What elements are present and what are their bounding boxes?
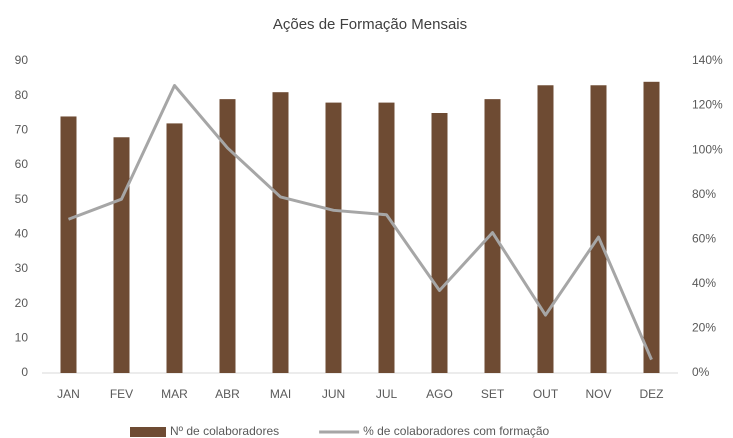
bar [431,113,448,373]
y-tick-label: 50 [15,192,29,206]
x-tick-label: ABR [215,387,240,401]
chart-title: Ações de Formação Mensais [273,16,467,33]
y2-tick-label: 100% [692,142,723,156]
y-tick-label: 80 [15,88,29,102]
bar [590,85,607,374]
x-tick-label: AGO [426,387,453,401]
bar [325,102,342,373]
y2-tick-label: 140% [692,53,723,67]
x-tick-label: OUT [533,387,559,401]
x-tick-label: MAI [270,387,291,401]
bar [166,123,183,374]
x-tick-label: JUN [322,387,345,401]
bar [60,116,77,373]
x-tick-label: MAR [161,387,188,401]
x-tick-label: DEZ [640,387,664,401]
y-tick-label: 90 [15,53,29,67]
bar [113,137,130,373]
y2-tick-label: 80% [692,187,716,201]
legend-label: Nº de colaboradores [170,424,279,438]
x-tick-label: JUL [376,387,398,401]
x-tick-label: JAN [57,387,80,401]
y-tick-label: 60 [15,157,29,171]
y-tick-label: 0 [21,365,28,379]
x-tick-label: FEV [110,387,133,401]
legend-swatch [130,427,166,437]
bar [378,102,395,373]
y2-tick-label: 40% [692,276,716,290]
y-tick-label: 30 [15,261,29,275]
y2-tick-label: 60% [692,231,716,245]
y-tick-label: 10 [15,331,29,345]
bar [484,99,501,373]
x-tick-label: NOV [585,387,611,401]
legend-label: % de colaboradores com formação [363,424,549,438]
bar [272,92,289,373]
y-tick-label: 70 [15,123,29,137]
y2-tick-label: 120% [692,98,723,112]
y2-tick-label: 0% [692,365,710,379]
x-tick-label: SET [481,387,505,401]
bar [643,81,660,374]
y-tick-label: 20 [15,296,29,310]
y-tick-label: 40 [15,227,29,241]
bar [219,99,236,373]
line [67,84,653,361]
y2-tick-label: 20% [692,321,716,335]
bar [537,85,554,374]
